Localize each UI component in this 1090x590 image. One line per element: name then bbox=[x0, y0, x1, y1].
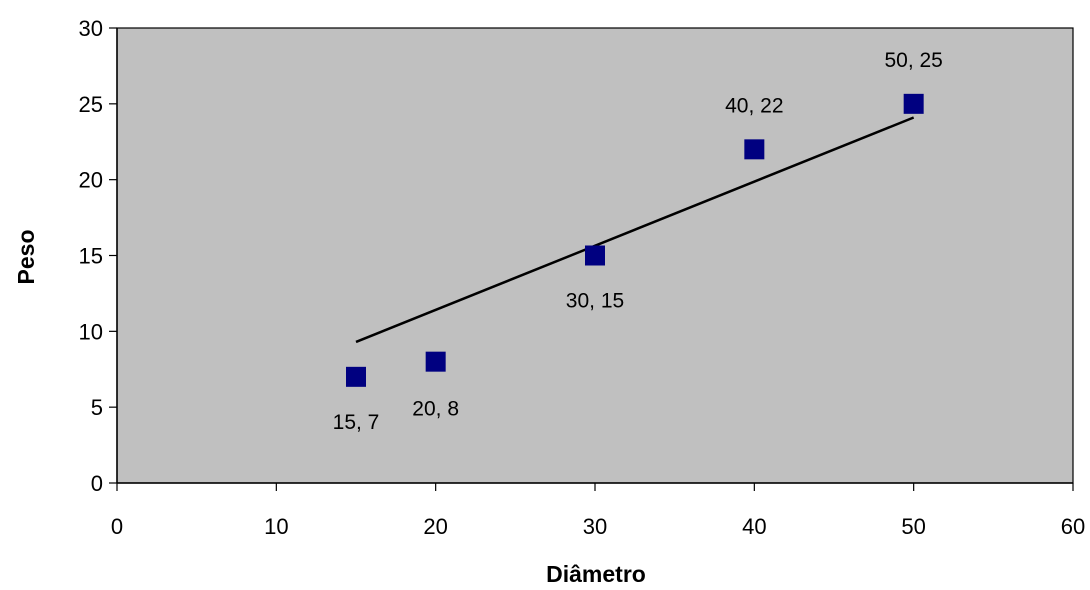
data-point bbox=[346, 366, 366, 387]
data-label: 40, 22 bbox=[725, 94, 783, 117]
y-tick-label: 25 bbox=[79, 92, 103, 117]
y-tick-label: 15 bbox=[79, 244, 103, 269]
x-tick-label: 20 bbox=[423, 514, 447, 539]
y-tick-label: 0 bbox=[91, 471, 103, 496]
data-point bbox=[903, 93, 924, 114]
x-tick-label: 30 bbox=[583, 514, 607, 539]
data-point bbox=[425, 351, 446, 372]
data-label: 30, 15 bbox=[566, 290, 624, 313]
data-label: 50, 25 bbox=[884, 49, 942, 72]
x-tick-label: 10 bbox=[264, 514, 288, 539]
y-tick-label: 10 bbox=[79, 319, 103, 344]
data-label: 20, 8 bbox=[412, 398, 459, 421]
trendline bbox=[355, 116, 915, 344]
x-tick-label: 50 bbox=[901, 514, 925, 539]
x-tick-label: 0 bbox=[111, 514, 123, 539]
data-labels: 15, 7 20, 8 30, 15 40, 22 50, 25 bbox=[333, 49, 943, 434]
data-point bbox=[585, 245, 605, 266]
data-label: 15, 7 bbox=[333, 411, 380, 434]
x-axis-title: Diâmetro bbox=[546, 561, 646, 587]
y-axis-title: Peso bbox=[13, 230, 39, 285]
y-tick-label: 30 bbox=[79, 16, 103, 41]
x-tick-label: 40 bbox=[742, 514, 766, 539]
data-point bbox=[744, 139, 765, 160]
y-tick-label: 20 bbox=[79, 168, 103, 193]
x-tick-label: 60 bbox=[1061, 514, 1085, 539]
y-axis: 0 5 10 15 20 25 30 bbox=[79, 16, 118, 496]
y-tick-label: 5 bbox=[91, 395, 103, 420]
data-points bbox=[346, 93, 924, 387]
x-axis: 0 10 20 30 40 50 60 bbox=[111, 482, 1085, 539]
